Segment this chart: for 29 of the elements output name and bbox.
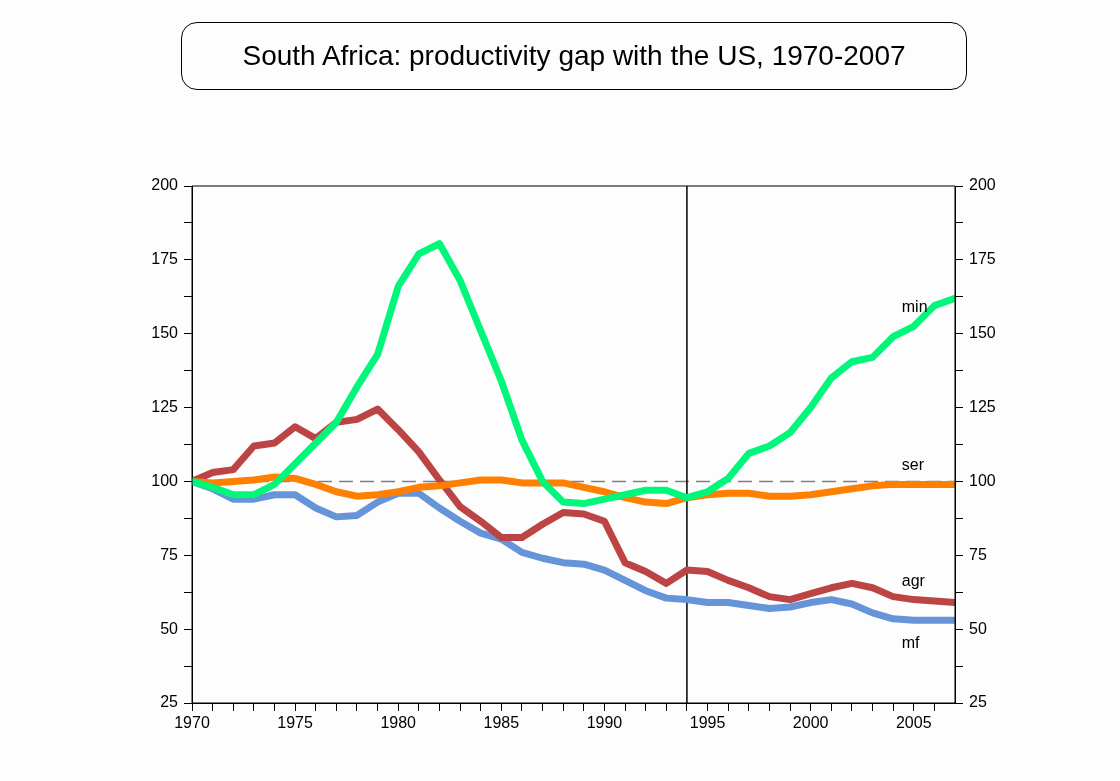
x-tick-label: 2005 (895, 714, 932, 732)
x-tick-label: 2000 (792, 714, 829, 732)
y-tick-label: 150 (151, 324, 179, 342)
x-tick-label: 1995 (689, 714, 726, 732)
y-tick-label: 200 (151, 176, 179, 194)
y2-tick-label: 50 (969, 619, 987, 637)
y-tick-label: 50 (160, 619, 179, 637)
series-label: agr (901, 571, 926, 589)
x-tick-label: 1990 (586, 714, 623, 732)
y2-tick-label: 200 (969, 176, 996, 194)
y2-tick-label: 100 (969, 471, 996, 489)
y2-tick-label: 75 (969, 545, 987, 563)
y2-tick-label: 175 (969, 250, 996, 268)
y-tick-label: 125 (151, 397, 179, 415)
y2-tick-label: 25 (969, 693, 987, 711)
series-label: min (901, 298, 928, 316)
series-label: mf (901, 634, 921, 652)
x-tick-label: 1980 (380, 714, 417, 732)
series-label: ser (901, 456, 925, 474)
x-tick-label: 1970 (174, 714, 210, 732)
y2-tick-label: 125 (969, 397, 996, 415)
y-tick-label: 75 (160, 545, 179, 563)
chart-title: South Africa: productivity gap with the US, 1970-2007 (181, 22, 967, 90)
x-tick-label: 1975 (277, 714, 314, 732)
y-tick-label: 25 (160, 693, 179, 711)
x-tick-label: 1985 (483, 714, 520, 732)
y-tick-label: 175 (151, 250, 179, 268)
y-tick-label: 100 (151, 471, 179, 489)
y2-tick-label: 150 (969, 324, 996, 342)
